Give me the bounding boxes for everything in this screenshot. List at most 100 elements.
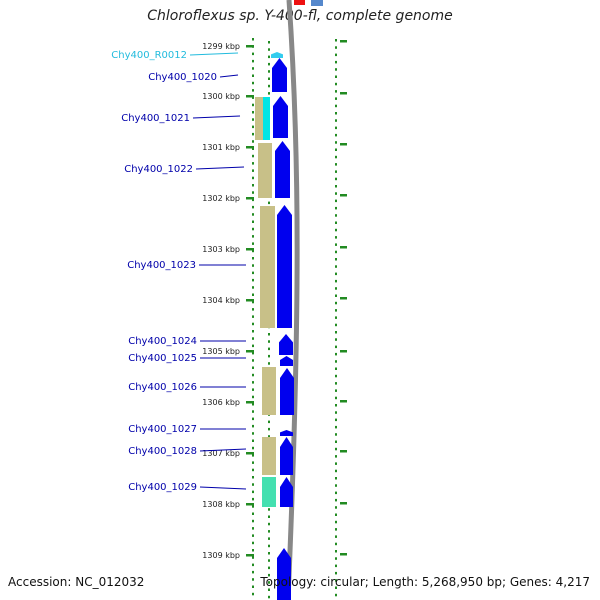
- tick-dot: [335, 404, 337, 407]
- tick-dot: [335, 455, 337, 458]
- cds-feature: [277, 548, 291, 600]
- tick-dot: [335, 141, 337, 144]
- tick-dot: [335, 163, 337, 166]
- gene-leader-line: [192, 115, 241, 119]
- tick-dot: [252, 264, 254, 267]
- tick-dot: [335, 382, 337, 385]
- tick-dot: [335, 411, 337, 414]
- tick-dot: [335, 39, 337, 42]
- tick-dot: [252, 570, 254, 574]
- major-tick: [246, 299, 254, 302]
- tick-dot: [335, 97, 337, 100]
- minor-tick: [340, 194, 347, 197]
- tick-dot: [335, 374, 337, 378]
- tick-dot: [335, 564, 337, 568]
- tick-dot: [252, 191, 254, 194]
- tick-dot: [252, 359, 254, 362]
- tick-dot: [252, 549, 254, 552]
- gene-label[interactable]: Chy400_R0012: [111, 50, 187, 61]
- tick-dot: [335, 331, 337, 334]
- tick-dot: [252, 198, 254, 202]
- tick-dot: [252, 585, 254, 588]
- gene-label[interactable]: Chy400_1028: [128, 446, 197, 457]
- tick-dot: [268, 62, 270, 66]
- tick-dot: [252, 476, 254, 479]
- gene-label[interactable]: Chy400_1021: [121, 113, 190, 124]
- cds-feature: [280, 437, 293, 475]
- tick-dot: [252, 242, 254, 245]
- gene-label[interactable]: Chy400_1026: [128, 382, 197, 393]
- tick-dot: [252, 96, 254, 99]
- tick-dot: [335, 433, 337, 436]
- gene-leader-line: [189, 52, 239, 56]
- tick-dot: [335, 506, 337, 509]
- minor-tick: [340, 553, 347, 556]
- gene-leader-line: [199, 448, 247, 452]
- tick-dot: [252, 59, 254, 63]
- tick-dot: [335, 425, 337, 429]
- tick-dot: [335, 75, 337, 78]
- tick-dot: [335, 170, 337, 173]
- tick-dot: [268, 48, 270, 51]
- tick-dot: [268, 70, 270, 73]
- genome-summary-text: Topology: circular; Length: 5,268,950 bp…: [260, 575, 590, 589]
- tick-dot: [268, 588, 270, 591]
- kbp-label: 1302 kbp: [202, 194, 240, 203]
- feature-blocks: [255, 52, 294, 600]
- tick-dot: [252, 257, 254, 260]
- tick-dot: [268, 55, 270, 59]
- tick-dot: [252, 38, 254, 41]
- gene-labels: Chy400_R0012 Chy400_1020 Chy400_1021 Chy400…: [111, 50, 247, 493]
- tick-dot: [252, 293, 254, 296]
- major-tick: [246, 401, 254, 404]
- tick-dot: [268, 340, 270, 343]
- tick-dot: [268, 552, 270, 555]
- tick-dot: [268, 347, 270, 351]
- tick-dot: [252, 322, 254, 326]
- gene-label[interactable]: Chy400_1027: [128, 424, 197, 435]
- major-tick: [246, 452, 254, 455]
- minor-tick: [340, 92, 347, 95]
- tick-dot: [335, 68, 337, 71]
- major-tick: [246, 554, 254, 557]
- minor-tick: [340, 297, 347, 300]
- tick-dot: [252, 519, 254, 523]
- gene-label[interactable]: Chy400_1025: [128, 353, 197, 364]
- kbp-label: 1299 kbp: [202, 42, 240, 51]
- major-tick: [246, 248, 254, 251]
- tick-dot: [252, 300, 254, 304]
- homology-block: [262, 477, 276, 507]
- tick-dot: [252, 424, 254, 428]
- tick-dot: [335, 185, 337, 188]
- cds-feature: [279, 334, 293, 355]
- tick-dot: [335, 484, 337, 487]
- minor-tick: [340, 143, 347, 146]
- tick-dot: [268, 530, 270, 533]
- tick-dot: [252, 154, 254, 158]
- tick-dot: [252, 315, 254, 318]
- tick-dot: [252, 556, 254, 559]
- major-tick: [246, 350, 254, 353]
- tick-dot: [252, 205, 254, 209]
- gene-label[interactable]: Chy400_1024: [128, 336, 197, 347]
- tick-dot: [335, 287, 337, 290]
- minor-tick: [340, 400, 347, 403]
- tick-dot: [252, 483, 254, 486]
- tick-dot: [252, 381, 254, 384]
- tick-dot: [335, 389, 337, 392]
- tick-dot: [335, 418, 337, 422]
- tick-dot: [268, 333, 270, 336]
- tick-dot: [335, 579, 337, 582]
- tick-dot: [252, 81, 254, 85]
- tick-dot: [252, 527, 254, 530]
- gene-label[interactable]: Chy400_1029: [128, 482, 197, 493]
- tick-dot: [252, 417, 254, 421]
- tick-dot: [268, 41, 270, 44]
- gene-label[interactable]: Chy400_1023: [127, 260, 196, 271]
- tick-dot: [252, 366, 254, 369]
- gene-label[interactable]: Chy400_1020: [148, 72, 217, 83]
- minor-tick: [340, 40, 347, 43]
- gene-label[interactable]: Chy400_1022: [124, 164, 193, 175]
- tick-dot: [252, 439, 254, 442]
- tick-dot: [252, 118, 254, 121]
